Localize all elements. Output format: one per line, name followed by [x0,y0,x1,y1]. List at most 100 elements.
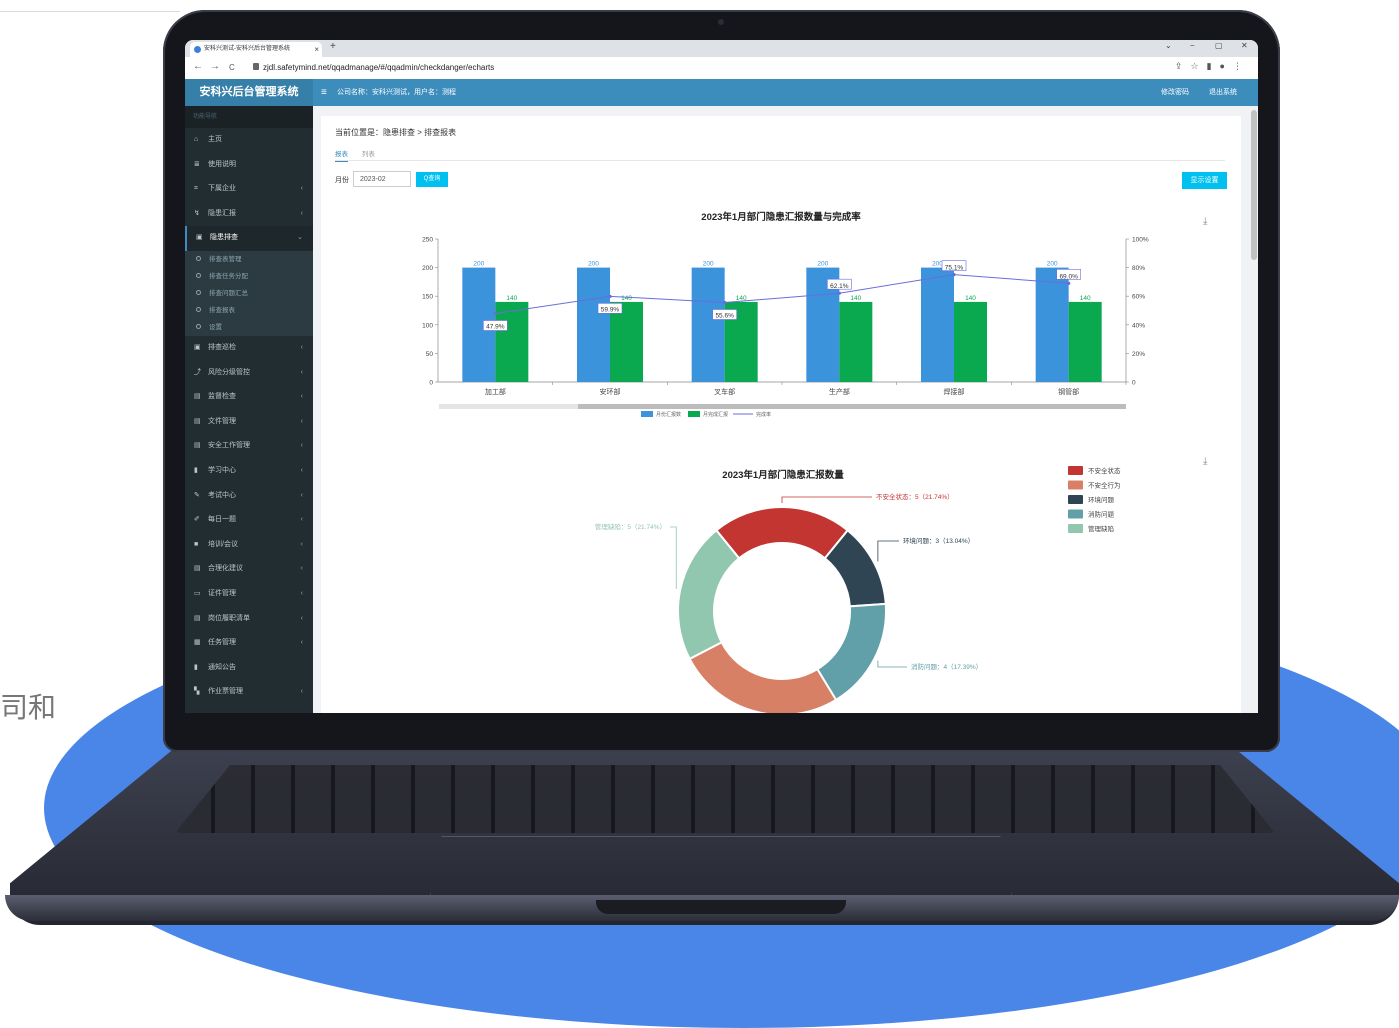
reload-button[interactable]: C [229,63,235,72]
bar-value-label: 140 [850,295,861,302]
minimize-button[interactable]: − [1190,41,1195,50]
y-tick-label: 150 [422,294,433,301]
chevron-down-icon: ⌄ [297,234,303,242]
page-scrollbar[interactable] [1250,106,1258,713]
x-tick-label: 安环部 [600,387,621,396]
bar-value-label: 200 [1047,261,1058,268]
sidebar-item-3[interactable]: ▤ 监督检查 ‹ [185,385,313,410]
sidebar-item-label: 隐患排查 [210,234,238,242]
display-settings-button[interactable]: 显示设置 [1182,172,1227,189]
sidebar-item-label: 监督检查 [208,393,236,401]
donut-slice [714,506,850,560]
rate-label-box [597,303,623,314]
submenu-item-settings[interactable]: 设置 [185,319,313,336]
sidebar-item-8[interactable]: ✐ 每日一题 ‹ [185,508,313,533]
browser-toolbar-icons[interactable]: ⇪☆▮●⋮ [1175,61,1250,71]
chevron-left-icon: ‹ [300,540,303,548]
x-tick-label: 焊接部 [944,387,965,396]
chevron-left-icon: ‹ [300,466,303,474]
rate-label-box [712,309,737,320]
completion-rate-point [1067,281,1071,285]
y2-tick-label: 80% [1132,265,1145,272]
query-button[interactable]: Q查询 [416,172,448,187]
page-top-divider [0,11,180,12]
sidebar-item-10[interactable]: ▤ 合理化建议 ‹ [185,557,313,582]
completion-rate-point [837,291,841,295]
bar-completed [610,301,643,382]
browser-tab[interactable]: 安科兴测试-安科兴后台管理系统 × [190,42,322,57]
sidebar-item-manual[interactable]: ≣ 使用说明 [185,153,313,178]
x-tick-label: 叉车部 [714,387,735,396]
sidebar-item-13[interactable]: ▦ 任务管理 ‹ [185,631,313,656]
chevron-left-icon: ‹ [300,589,303,597]
sidebar-item-hazard-report[interactable]: ↯ 隐患汇报 ‹ [185,202,313,227]
pie-legend-swatch [1068,509,1083,519]
pie-legend-swatch [1068,480,1083,490]
sidebar-item-label: 文件管理 [208,417,236,425]
bar-reported [921,267,954,382]
sidebar-item-11[interactable]: ▭ 证件管理 ‹ [185,582,313,607]
sidebar-item-label: 风险分级管控 [208,368,250,376]
sidebar-item-7[interactable]: ✎ 考试中心 ‹ [185,484,313,509]
y-tick-label: 50 [426,351,434,358]
rate-label-box [941,260,967,271]
sidebar-item-label: 培训/会议 [208,540,238,548]
scroll-thumb[interactable] [1251,110,1257,260]
app-logo[interactable]: 安科兴后台管理系统 [185,79,313,106]
sidebar-item-9[interactable]: ■ 培训/会议 ‹ [185,533,313,558]
back-button[interactable]: ← [193,61,203,72]
legend-label: 月完成汇报 [703,411,728,418]
sidebar-item-14[interactable]: ▮ 通知公告 [185,656,313,681]
submenu-item-problem-summary[interactable]: 排查问题汇总 [185,285,313,302]
sidebar-item-label: 使用说明 [208,160,236,168]
submenu-item-checklist[interactable]: 排查表管理 [185,251,313,268]
chevron-left-icon: ‹ [300,688,303,696]
change-password-link[interactable]: 修改密码 [1161,89,1189,96]
laptop-hinge [596,900,846,914]
submenu-item-report[interactable]: 排查报表 [185,302,313,319]
menu-icon: ▚ [194,688,200,696]
sidebar-item-home[interactable]: ⌂ 主页 [185,128,313,153]
url-field[interactable]: zjdl.safetymind.net/qqadmanage/#/qqadmin… [263,63,495,72]
new-tab-button[interactable]: + [330,41,336,52]
chevron-left-icon: ‹ [300,565,303,573]
logout-link[interactable]: 退出系统 [1209,89,1237,96]
sidebar-item-5[interactable]: ▤ 安全工作管理 ‹ [185,434,313,459]
sidebar-item-1[interactable]: ▣ 排查巡检 ‹ [185,336,313,361]
y2-tick-label: 0 [1132,380,1136,387]
bar-completed [954,301,987,382]
month-input[interactable]: 2023-02 [353,171,411,187]
close-tab-icon[interactable]: × [314,45,319,54]
legend-label: 完成率 [756,411,771,418]
month-label: 月份 [335,177,349,184]
forward-button[interactable]: → [210,61,220,72]
chevron-left-icon: ‹ [300,393,303,401]
sidebar-item-4[interactable]: ▤ 文件管理 ‹ [185,410,313,435]
circle-icon [196,255,201,261]
sidebar-item-15[interactable]: ▚ 作业票管理 ‹ [185,680,313,705]
y2-tick-label: 100% [1132,237,1149,244]
tab-report[interactable]: 报表 [335,151,348,162]
sidebar-item-12[interactable]: ▤ 岗位履职清单 ‹ [185,607,313,632]
sidebar-item-2[interactable]: ⤴ 风险分级管控 ‹ [185,361,313,386]
sidebar-item-6[interactable]: ▮ 学习中心 ‹ [185,459,313,484]
legend-swatch-completed [688,411,700,417]
sidebar-item-subsidiaries[interactable]: ⌗ 下属企业 ‹ [185,177,313,202]
sidebar-item-hazard-inspection[interactable]: ▣ 隐患排查 ⌄ [185,226,313,251]
tab-list[interactable]: 列表 [361,151,375,158]
view-tabs: 报表 列表 [335,148,387,162]
submenu-label: 排查表管理 [209,255,242,263]
legend-label: 月份汇报数 [656,411,681,418]
bar-value-label: 140 [621,295,632,302]
close-window-button[interactable]: ✕ [1241,41,1248,50]
maximize-button[interactable]: ▢ [1215,41,1223,50]
submenu-item-task-assign[interactable]: 排查任务分配 [185,268,313,285]
menu-toggle-icon[interactable]: ≡ [321,87,327,98]
bar-value-label: 140 [965,295,976,302]
laptop-keyboard [175,765,1275,833]
submenu-label: 排查报表 [209,306,235,314]
pie-legend-swatch [1068,466,1083,475]
circle-icon [196,289,201,295]
tab-search-icon[interactable]: ⌄ [1165,41,1172,50]
sidebar-item-label: 考试中心 [208,491,236,499]
